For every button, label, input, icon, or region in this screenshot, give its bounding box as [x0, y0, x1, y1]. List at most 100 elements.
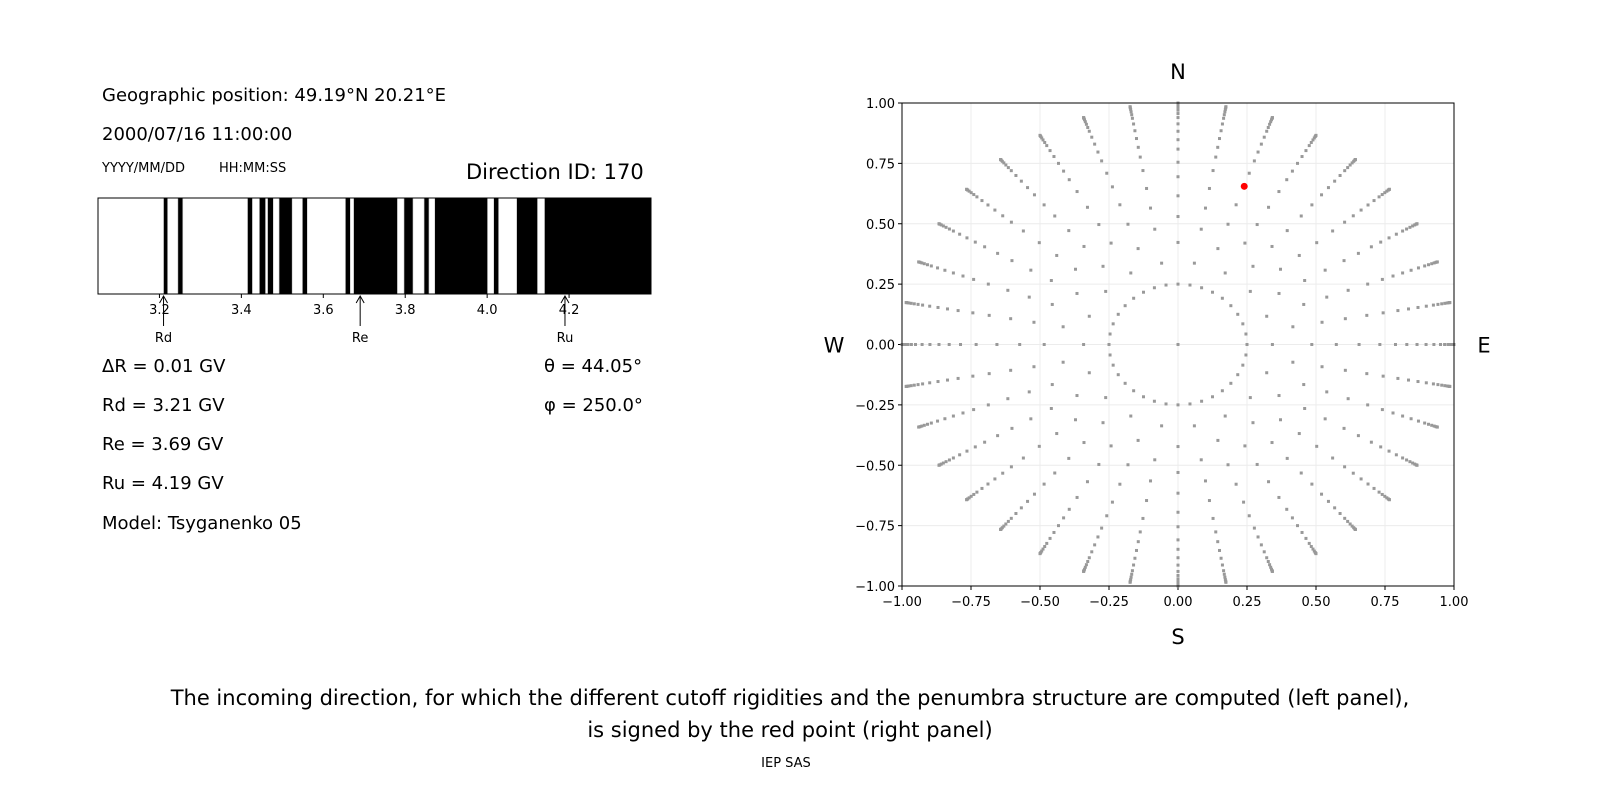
grid-point: [1075, 190, 1079, 194]
direction-id: Direction ID: 170: [466, 160, 644, 184]
grid-point: [1090, 550, 1094, 554]
grid-point: [1440, 302, 1444, 306]
grid-point: [951, 456, 955, 460]
grid-point: [1262, 550, 1266, 554]
grid-point: [1343, 317, 1347, 321]
grid-point: [1348, 522, 1352, 526]
grid-point: [1129, 575, 1133, 579]
grid-point: [1082, 569, 1086, 573]
grid-point: [1405, 227, 1409, 231]
grid-point: [1037, 444, 1041, 448]
direction-scatter: −1.00−1.00 −0.75 −0.75 −0.50 −0.50 −0.25 −0.25…: [824, 60, 1491, 649]
grid-point: [1343, 516, 1347, 520]
grid-point: [1045, 144, 1049, 148]
grid-point: [1104, 289, 1108, 293]
grid-point: [1027, 295, 1031, 299]
grid-point: [947, 227, 951, 231]
grid-point: [1251, 421, 1255, 425]
grid-point: [907, 301, 911, 305]
grid-point: [1311, 547, 1315, 551]
grid-point: [1445, 301, 1449, 305]
grid-point: [920, 343, 924, 346]
grid-point: [1207, 499, 1211, 503]
grid-point: [1226, 222, 1230, 226]
grid-point: [1130, 113, 1134, 117]
grid-point: [1430, 262, 1434, 266]
grid-point: [1285, 229, 1289, 233]
grid-point: [1133, 556, 1137, 560]
grid-point: [1393, 343, 1397, 346]
grid-point: [1021, 456, 1025, 460]
grid-point: [1200, 286, 1204, 290]
grid-point: [1203, 479, 1207, 483]
grid-point: [1416, 419, 1420, 423]
grid-point: [1132, 563, 1136, 567]
grid-point: [1415, 343, 1419, 346]
grid-point: [1032, 193, 1036, 197]
grid-point: [1009, 317, 1013, 321]
grid-point: [1251, 264, 1255, 268]
grid-point: [956, 309, 960, 313]
grid-point: [1107, 343, 1111, 346]
grid-point: [947, 343, 951, 346]
grid-point: [951, 414, 955, 418]
grid-point: [1407, 378, 1411, 382]
grid-point: [1126, 222, 1130, 226]
grid-point: [943, 268, 947, 272]
grid-point: [995, 343, 999, 346]
grid-point: [1299, 214, 1303, 218]
grid-point: [1130, 569, 1134, 573]
grid-point: [912, 302, 916, 306]
forbidden-band: [177, 197, 184, 295]
grid-point: [1110, 500, 1114, 504]
grid-point: [1149, 206, 1153, 210]
grid-point: [920, 261, 924, 265]
grid-point: [1176, 470, 1180, 474]
grid-point: [1152, 399, 1156, 403]
grid-point: [1082, 343, 1086, 346]
grid-point: [1042, 203, 1046, 207]
grid-point: [1043, 545, 1047, 549]
grid-point: [937, 222, 941, 226]
grid-point: [1049, 406, 1053, 410]
grid-point: [1029, 417, 1033, 421]
grid-point: [1026, 499, 1030, 503]
grid-point: [1440, 383, 1444, 387]
grid-point: [1093, 543, 1097, 547]
grid-point: [1427, 263, 1431, 267]
grid-point: [1359, 477, 1363, 481]
grid-point: [1255, 462, 1259, 466]
grid-point: [993, 477, 997, 481]
grid-point: [1247, 514, 1251, 518]
grid-point: [1279, 418, 1283, 422]
grid-point: [1290, 516, 1294, 520]
grid-point: [1027, 390, 1031, 394]
grid-point: [1132, 122, 1136, 126]
grid-point: [1302, 383, 1306, 387]
grid-point: [1153, 458, 1157, 462]
grid-point: [941, 461, 945, 465]
grid-point: [1014, 173, 1018, 177]
forbidden-band: [259, 197, 266, 295]
grid-point: [1053, 471, 1057, 475]
grid-point: [1052, 530, 1056, 534]
x-tick-label: −0.75: [951, 595, 991, 610]
grid-point: [1160, 424, 1164, 428]
grid-point: [917, 425, 921, 429]
forbidden-band: [423, 197, 430, 295]
grid-point: [1010, 259, 1014, 263]
grid-point: [1248, 396, 1252, 400]
grid-point: [1320, 193, 1324, 197]
grid-point: [972, 408, 976, 412]
grid-point: [1411, 461, 1415, 465]
annotation-re: Re: [352, 331, 368, 346]
y-tick-label: −1.00: [855, 580, 895, 595]
grid-point: [1333, 179, 1337, 183]
grid-point: [1424, 304, 1428, 308]
grid-point: [1229, 381, 1233, 385]
grid-point: [1436, 302, 1440, 306]
grid-point: [1176, 563, 1180, 567]
forbidden-band: [516, 197, 538, 295]
grid-point: [1219, 129, 1223, 133]
grid-point: [951, 229, 955, 233]
